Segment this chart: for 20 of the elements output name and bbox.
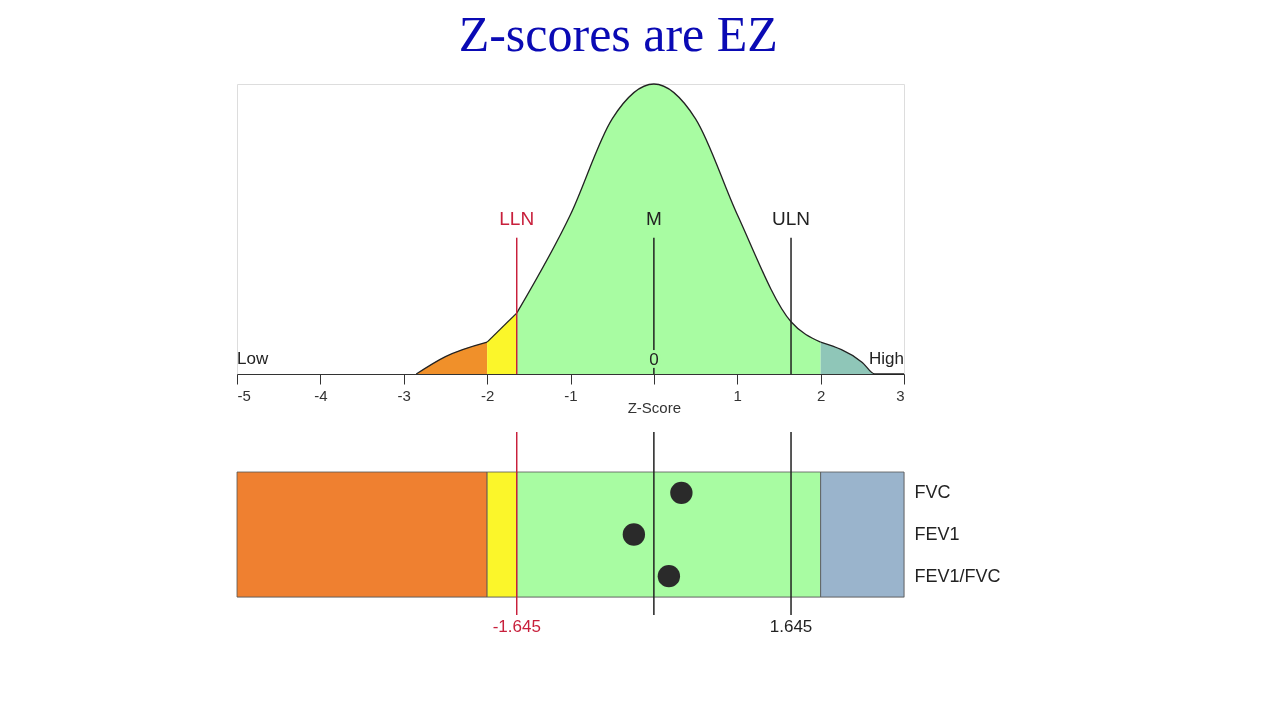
- x-tick-label: -2: [480, 386, 495, 404]
- y-tick-label: FVC: [914, 482, 951, 503]
- x-tick-label: -4: [314, 386, 328, 404]
- ref-line-label: -1.645: [492, 617, 541, 636]
- y-tick-label: FEV1: [914, 524, 960, 544]
- annotation: High: [869, 349, 904, 368]
- x-axis-title: Z-Score: [627, 398, 682, 416]
- chart-title: Z-scores are EZ: [458, 5, 778, 62]
- ref-line-label: LLN: [499, 208, 535, 229]
- annotation: Low: [237, 349, 269, 368]
- x-tick-label: -3: [397, 386, 411, 404]
- x-tick-label: -1: [564, 386, 578, 404]
- x-tick-label: 3: [896, 386, 905, 404]
- x-tick-label: -5: [237, 386, 251, 404]
- y-tick-label: FEV1/FVC: [914, 565, 1001, 586]
- ref-line-label: 1.645: [769, 617, 813, 636]
- ref-line-label: ULN: [772, 208, 811, 229]
- x-tick-label: 1: [733, 386, 742, 404]
- ref-line-label: M: [645, 208, 662, 229]
- x-tick-label: 2: [816, 386, 826, 404]
